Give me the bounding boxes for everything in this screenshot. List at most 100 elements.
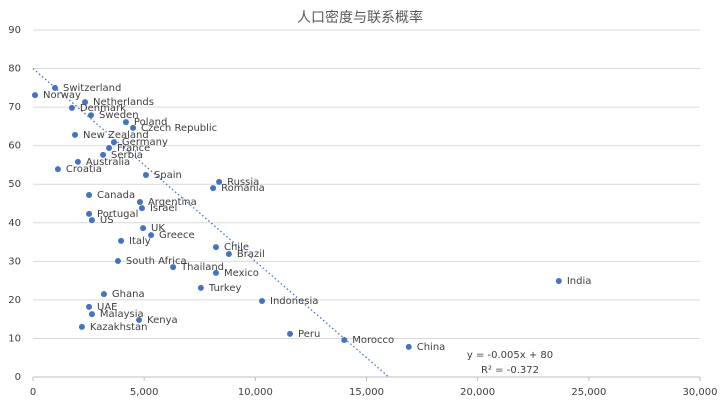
y-tick-label: 70 xyxy=(8,102,21,113)
point xyxy=(197,284,204,291)
point-label: Chile xyxy=(224,242,249,253)
point xyxy=(86,192,93,199)
point xyxy=(142,171,149,178)
point-label: Australia xyxy=(86,157,130,168)
point xyxy=(136,316,143,323)
point xyxy=(88,112,95,119)
point-label: France xyxy=(117,143,150,154)
y-tick-label: 20 xyxy=(8,295,21,306)
point-label: Serbia xyxy=(111,150,143,161)
point-label: Morocco xyxy=(352,335,394,346)
point xyxy=(88,217,95,224)
point-label: Sweden xyxy=(99,110,139,121)
point-label: India xyxy=(567,276,592,287)
point-label: Denmark xyxy=(80,103,126,114)
x-tick-label: 0 xyxy=(30,387,36,398)
point-label: UK xyxy=(151,223,165,234)
point xyxy=(140,225,147,232)
point xyxy=(122,119,129,126)
x-tick-label: 20,000 xyxy=(460,387,495,398)
point xyxy=(259,298,266,305)
point-label: Brazil xyxy=(237,249,265,260)
point xyxy=(78,323,85,330)
point-label: Poland xyxy=(134,117,167,128)
point xyxy=(216,178,223,185)
point-label: Romania xyxy=(221,183,265,194)
point-label: Switzerland xyxy=(63,83,121,94)
point xyxy=(341,336,348,343)
x-tick-label: 30,000 xyxy=(683,387,718,398)
chart-title: 人口密度与联系概率 xyxy=(297,9,423,26)
y-tick-label: 10 xyxy=(8,333,21,344)
point xyxy=(136,198,143,205)
point-label: US xyxy=(100,215,114,226)
y-tick-label: 80 xyxy=(8,64,21,75)
point-label: Portugal xyxy=(97,209,138,220)
point xyxy=(32,92,39,99)
point xyxy=(212,269,219,276)
point-label: Greece xyxy=(159,230,195,241)
y-tick-label: 30 xyxy=(8,256,21,267)
point xyxy=(110,139,117,146)
point-label: Kenya xyxy=(147,315,178,326)
point-label: Turkey xyxy=(208,283,242,294)
trend-equation: y = -0.005x + 80 xyxy=(467,350,553,361)
point xyxy=(212,244,219,251)
point xyxy=(100,151,107,158)
r-squared: R² = -0.372 xyxy=(481,365,539,376)
point-label: Peru xyxy=(298,329,320,340)
point xyxy=(82,99,89,106)
point xyxy=(52,84,59,91)
point xyxy=(74,158,81,165)
point xyxy=(114,257,121,264)
point xyxy=(68,104,75,111)
y-tick-label: 40 xyxy=(8,218,21,229)
x-tick-label: 15,000 xyxy=(349,387,384,398)
point xyxy=(72,131,79,138)
point xyxy=(100,291,107,298)
point xyxy=(130,124,137,131)
point-label: Israel xyxy=(150,203,177,214)
point-label: Russia xyxy=(227,177,259,188)
point-label: Spain xyxy=(154,170,182,181)
point-label: UAE xyxy=(97,302,117,313)
point xyxy=(118,237,125,244)
point-label: Canada xyxy=(97,190,135,201)
point xyxy=(555,277,562,284)
point-label: Czech Republic xyxy=(141,123,217,134)
y-tick-label: 60 xyxy=(8,141,21,152)
point-label: Ghana xyxy=(112,289,145,300)
point xyxy=(148,232,155,239)
point xyxy=(210,185,217,192)
x-tick-label: 10,000 xyxy=(238,387,273,398)
point-label: Netherlands xyxy=(93,97,154,108)
point-label: Indonesia xyxy=(270,296,318,307)
point xyxy=(225,251,232,258)
point xyxy=(86,210,93,217)
point-label: Thailand xyxy=(180,262,224,273)
trendline xyxy=(32,68,390,378)
point-label: Croatia xyxy=(66,164,102,175)
point xyxy=(170,264,177,271)
y-tick-label: 0 xyxy=(15,372,21,383)
point-label: Malaysia xyxy=(100,309,144,320)
point-label: New Zealand xyxy=(83,130,149,141)
y-tick-label: 90 xyxy=(8,25,21,36)
point-label: China xyxy=(417,342,446,353)
point xyxy=(54,166,61,173)
point-label: Argentina xyxy=(148,197,197,208)
point xyxy=(106,144,113,151)
point xyxy=(88,311,95,318)
point-label: Mexico xyxy=(224,268,259,279)
point xyxy=(138,205,145,212)
point xyxy=(86,303,93,310)
y-tick-label: 50 xyxy=(8,179,21,190)
point-label: Germany xyxy=(122,137,168,148)
point xyxy=(287,330,294,337)
point-label: South Africa xyxy=(126,256,187,267)
point-label: Kazakhstan xyxy=(90,322,148,333)
x-tick-label: 25,000 xyxy=(571,387,606,398)
point-label: Norway xyxy=(43,90,81,101)
